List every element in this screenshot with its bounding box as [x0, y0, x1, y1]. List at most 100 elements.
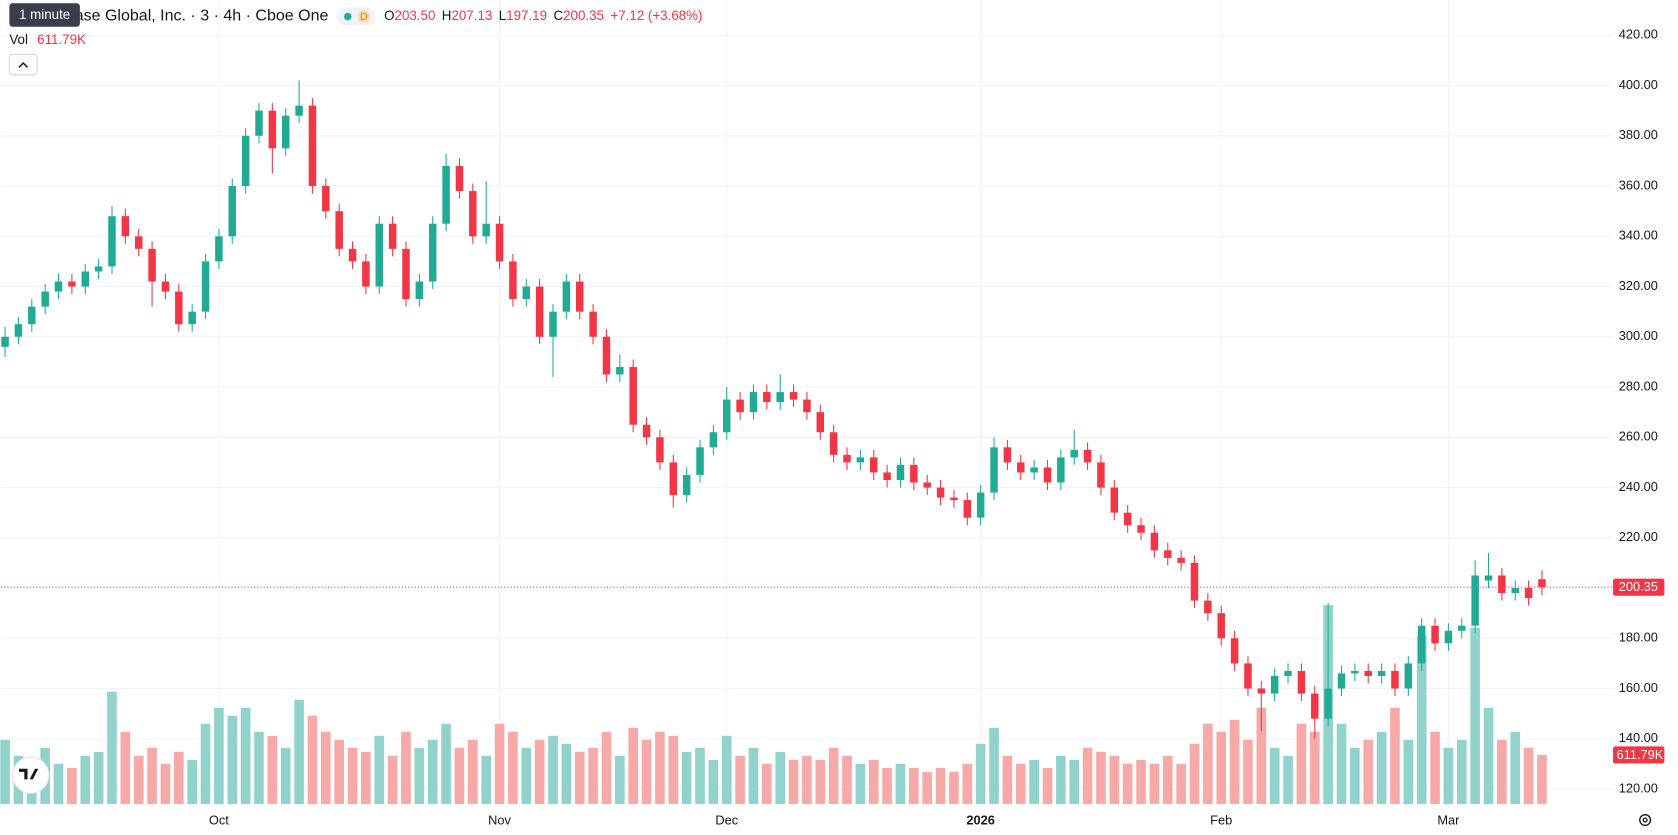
candle-body	[1217, 613, 1225, 639]
candle-body	[1, 336, 9, 347]
volume-bar	[909, 767, 919, 804]
volume-bar	[374, 735, 385, 804]
ohlc-letter: C	[553, 8, 563, 23]
candle-body	[1311, 693, 1319, 719]
candle-body	[870, 457, 878, 473]
candle-body	[963, 500, 972, 518]
volume-bar	[842, 755, 852, 804]
candle-body	[1190, 562, 1199, 601]
volume-bar	[1390, 707, 1400, 804]
candle-body	[522, 286, 531, 300]
candle-body	[415, 281, 424, 300]
volume-last-label: 611.79K	[1617, 747, 1664, 762]
volume-bar	[521, 747, 532, 804]
volume-bar	[1430, 731, 1440, 804]
volume-bar	[1029, 759, 1039, 804]
ohlc-value: 197.19	[506, 8, 547, 23]
candle-body	[1083, 449, 1092, 463]
volume-bar	[1256, 707, 1267, 804]
candle-body	[789, 392, 798, 400]
y-tick-label: 260.00	[1619, 429, 1658, 444]
candle-body	[402, 248, 410, 300]
volume-bar	[1136, 759, 1146, 804]
candle-body	[1110, 487, 1119, 513]
volume-bar	[347, 747, 358, 804]
volume-bar	[681, 751, 692, 804]
candle-body	[1324, 688, 1332, 719]
volume-bar	[615, 755, 625, 804]
candle-body	[709, 432, 718, 448]
vol-value: 611.79K	[37, 32, 86, 47]
volume-bar	[561, 743, 572, 804]
candle-body	[1498, 575, 1506, 594]
candle-body	[1043, 467, 1052, 483]
candle-body	[602, 336, 611, 375]
volume-bar	[494, 723, 505, 804]
volume-bar	[240, 707, 251, 804]
volume-bar	[80, 755, 91, 804]
x-tick-label: Feb	[1210, 812, 1232, 827]
volume-bar	[1269, 747, 1280, 804]
candle-body	[375, 223, 384, 287]
candle-body	[549, 311, 557, 337]
candle-body	[54, 281, 63, 292]
y-tick-label: 140.00	[1619, 730, 1658, 745]
y-tick-label: 240.00	[1619, 479, 1658, 494]
volume-bar	[227, 715, 238, 804]
volume-bar	[1203, 723, 1213, 804]
volume-bar	[588, 747, 598, 804]
volume-bar	[895, 763, 906, 804]
candle-body	[241, 135, 250, 187]
volume-bar	[508, 731, 518, 804]
vol-label: Vol	[9, 32, 28, 47]
candle-body	[896, 464, 905, 480]
volume-bar	[641, 739, 652, 804]
volume-bar	[1176, 763, 1186, 804]
x-tick-label: Dec	[715, 812, 738, 827]
x-tick-label: Oct	[209, 812, 229, 827]
volume-bar	[441, 723, 451, 804]
price-pane	[0, 80, 1614, 739]
candle-body	[335, 211, 343, 249]
collapse-button[interactable]	[8, 53, 38, 76]
candle-body	[656, 437, 664, 463]
candle-body	[1070, 449, 1078, 458]
volume-bar	[962, 763, 973, 804]
candle-body	[763, 392, 771, 403]
volume-bar	[748, 747, 759, 804]
ohlc-letter: L	[499, 8, 506, 23]
candle-body	[936, 487, 945, 498]
volume-bar	[1470, 627, 1480, 804]
volume-bar	[1336, 723, 1347, 804]
candle-body	[1257, 688, 1266, 694]
y-tick-label: 300.00	[1619, 328, 1658, 343]
volume-bar	[762, 763, 772, 804]
candle-body	[175, 291, 183, 325]
volume-bar	[401, 731, 411, 804]
candle-body	[442, 165, 450, 224]
candle-body	[201, 261, 210, 312]
volume-bar	[387, 755, 398, 804]
volume-bar	[334, 739, 344, 804]
candle-body	[215, 236, 223, 262]
candle-body	[1003, 447, 1012, 463]
ohlc-value: 203.50	[395, 8, 436, 23]
candle-body	[68, 281, 76, 287]
volume-bar	[1376, 731, 1387, 804]
candle-body	[950, 497, 958, 501]
volume-bar	[93, 751, 104, 804]
candle-body	[923, 482, 931, 488]
volume-bar	[1443, 747, 1454, 804]
candle-body	[1524, 588, 1533, 599]
volume-bar	[1149, 763, 1160, 804]
candle-body	[682, 474, 691, 496]
volume-bar	[668, 735, 679, 804]
collapse-icon	[18, 62, 29, 68]
volume-bar	[1363, 739, 1374, 804]
volume-bar	[214, 707, 224, 804]
volume-bar	[1497, 739, 1507, 804]
volume-bar	[427, 739, 438, 804]
candle-body	[910, 464, 918, 483]
candle-body	[295, 105, 303, 116]
settings-button[interactable]	[1639, 813, 1652, 827]
